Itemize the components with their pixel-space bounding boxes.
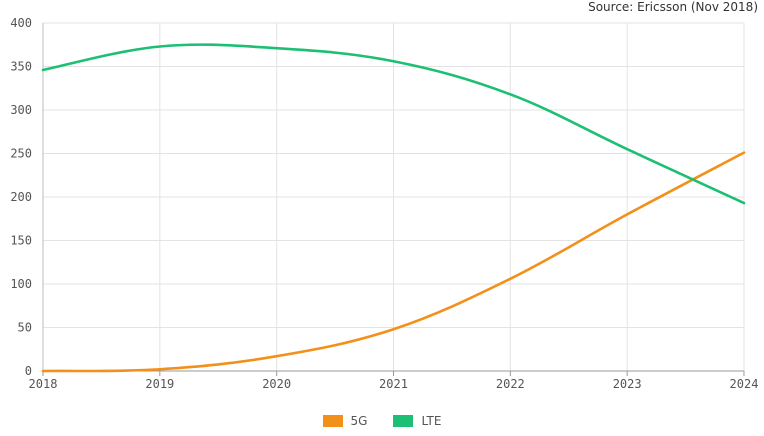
x-tick-label: 2018 bbox=[29, 377, 58, 391]
y-tick-label: 100 bbox=[10, 277, 32, 291]
y-tick-label: 50 bbox=[18, 321, 32, 335]
x-tick-label: 2021 bbox=[379, 377, 408, 391]
y-tick-label: 300 bbox=[10, 103, 32, 117]
x-tick-label: 2022 bbox=[496, 377, 525, 391]
legend-label-5g: 5G bbox=[350, 414, 368, 428]
legend-swatch-5g bbox=[322, 415, 343, 427]
y-tick-label: 350 bbox=[10, 60, 32, 74]
x-tick-label: 2020 bbox=[262, 377, 291, 391]
legend-swatch-lte bbox=[393, 415, 414, 427]
source-note: Source: Ericsson (Nov 2018) bbox=[588, 0, 758, 14]
x-tick-label: 2024 bbox=[730, 377, 759, 391]
legend-item-lte[interactable]: LTE bbox=[393, 413, 441, 429]
y-tick-label: 200 bbox=[10, 190, 32, 204]
series-line-lte bbox=[41, 43, 746, 205]
y-tick-label: 250 bbox=[10, 147, 32, 161]
x-tick-label: 2023 bbox=[613, 377, 642, 391]
legend-label-lte: LTE bbox=[421, 414, 442, 428]
y-tick-label: 0 bbox=[25, 364, 32, 378]
x-tick-label: 2019 bbox=[145, 377, 174, 391]
y-tick-label: 150 bbox=[10, 234, 32, 248]
legend: 5G LTE bbox=[0, 413, 764, 429]
series-line-5g bbox=[41, 151, 746, 373]
y-tick-label: 400 bbox=[10, 16, 32, 30]
legend-item-5g[interactable]: 5G bbox=[322, 413, 368, 429]
